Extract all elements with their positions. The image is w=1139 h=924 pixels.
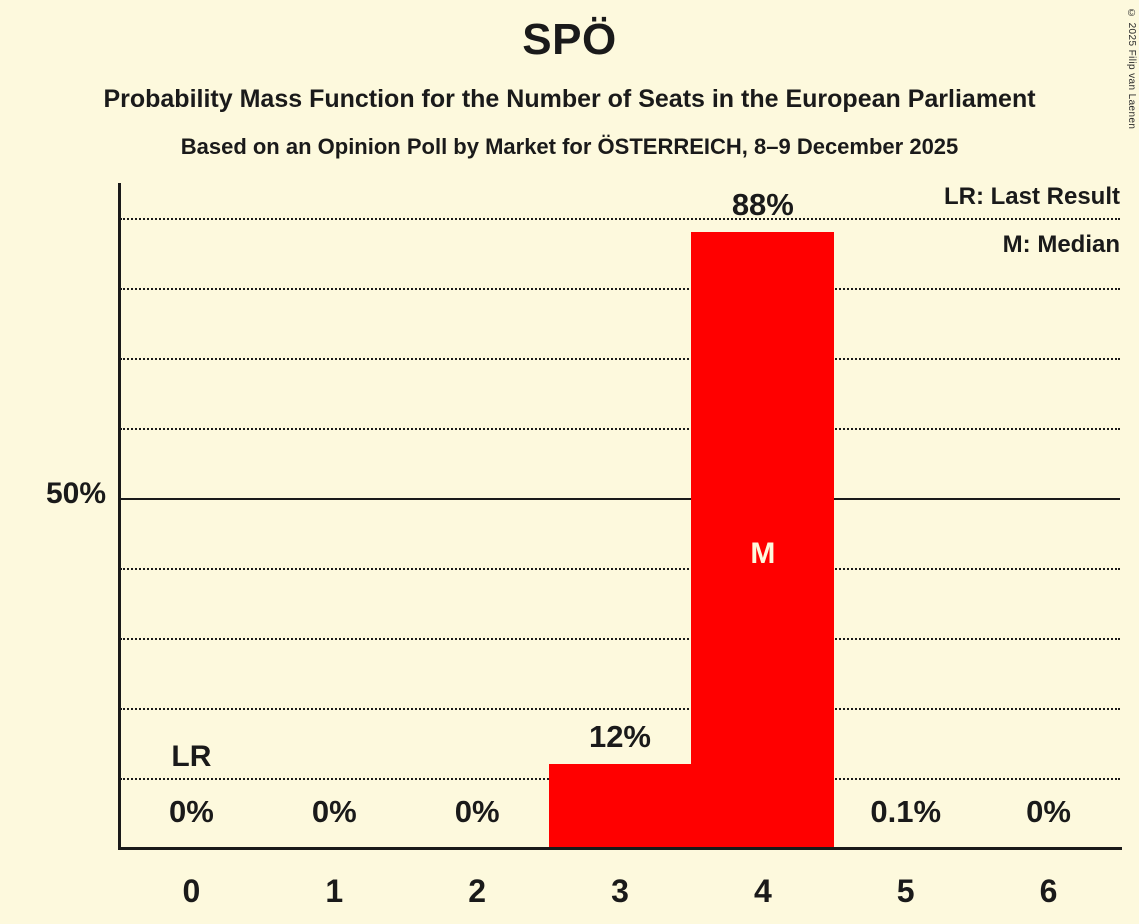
gridline-40 — [120, 568, 1120, 570]
x-tick-label-3: 3 — [611, 873, 629, 909]
y-axis-tick-label-50: 50% — [45, 477, 106, 510]
copyright-notice: © 2025 Filip van Laenen — [1126, 8, 1137, 130]
bar-seats-3[interactable] — [548, 764, 692, 848]
bar-value-label-2: 0% — [454, 794, 500, 829]
gridline-major-50 — [120, 498, 1120, 500]
page-title: SPÖ — [522, 15, 617, 64]
plot-area: M — [120, 185, 1120, 848]
legend-entry-last-result: LR: Last Result — [943, 183, 1120, 210]
x-tick-label-6: 6 — [1039, 873, 1058, 909]
x-tick-label-5: 5 — [896, 873, 915, 909]
last-result-marker-label: LR — [171, 740, 212, 773]
gridline-70 — [120, 358, 1120, 360]
gridline-80 — [120, 288, 1120, 290]
bar-value-label-0: 0% — [169, 794, 214, 829]
x-tick-label-4: 4 — [753, 873, 772, 909]
gridline-30 — [120, 638, 1120, 640]
bar-seats-4[interactable] — [691, 232, 835, 848]
legend-entry-median: M: Median — [1002, 231, 1120, 258]
chart-subtitle: Probability Mass Function for the Number… — [103, 85, 1036, 113]
chart-subsubtitle: Based on an Opinion Poll by Market for Ö… — [180, 134, 959, 159]
bar-value-label-6: 0% — [1026, 794, 1071, 829]
bar-value-label-3: 12% — [588, 719, 651, 754]
legend: LR: Last Result M: Median — [944, 185, 1120, 281]
gridline-20 — [120, 708, 1120, 710]
bar-value-label-4: 88% — [731, 187, 794, 222]
gridline-60 — [120, 428, 1120, 430]
x-tick-label-0: 0 — [182, 873, 201, 909]
bar-value-label-5: 0.1% — [870, 794, 942, 829]
median-marker-label: M — [750, 537, 776, 570]
y-axis-line — [118, 183, 121, 850]
x-axis-line — [118, 847, 1122, 850]
bar-value-label-1: 0% — [311, 794, 357, 829]
x-tick-label-1: 1 — [325, 873, 344, 909]
x-tick-label-2: 2 — [468, 873, 487, 909]
gridline-90 — [120, 218, 1120, 220]
